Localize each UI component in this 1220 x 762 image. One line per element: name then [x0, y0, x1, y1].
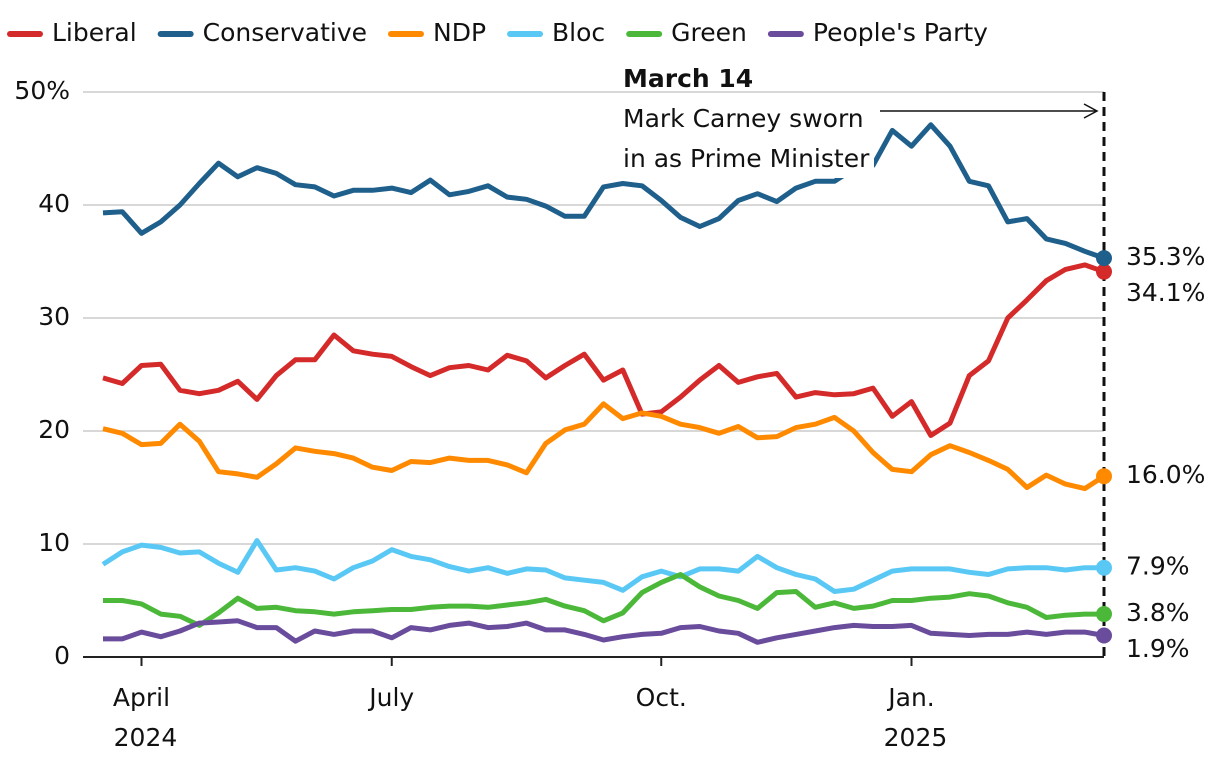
x-tick-label-line: July [367, 683, 414, 712]
legend-label: Conservative [203, 18, 367, 47]
x-tick-label-line: 2024 [106, 723, 178, 752]
x-tick-label-line: April [113, 683, 170, 712]
legend-label: Liberal [52, 18, 137, 47]
annotation-title: March 14 [623, 64, 753, 93]
series-line [102, 401, 1106, 492]
series-line [103, 618, 1105, 645]
legend-label: NDP [433, 18, 486, 47]
legend-label: Bloc [552, 18, 605, 47]
end-dot [1096, 250, 1112, 267]
annotation-text: in as Prime Minister [623, 144, 870, 173]
annotation-text: Mark Carney sworn [623, 104, 864, 133]
end-dot [1096, 606, 1112, 623]
value-label: 35.3% [1126, 242, 1205, 271]
legend-label: Green [671, 18, 747, 47]
x-tick-label: Jan. 2025 [876, 683, 948, 752]
series-line [103, 572, 1104, 628]
value-label: 34.1% [1126, 278, 1205, 307]
y-tick-label: 30 [38, 302, 70, 331]
x-tick-label-line: 2025 [876, 723, 948, 752]
series-line [102, 122, 1105, 261]
x-tick-label-line: Jan. [886, 683, 934, 712]
y-tick-label: 0 [54, 641, 70, 670]
legend-label: People's Party [813, 18, 988, 47]
value-label: 7.9% [1126, 552, 1190, 581]
end-dot [1096, 559, 1112, 576]
y-tick-label: 10 [38, 528, 70, 557]
end-dot [1096, 627, 1112, 644]
x-tick-label: July [367, 683, 414, 712]
value-label: 3.8% [1126, 598, 1190, 627]
y-tick-label: 20 [38, 415, 70, 444]
annotation-arrowhead [1083, 103, 1099, 119]
x-tick-label: April 2024 [106, 683, 178, 752]
series-line [101, 538, 1104, 594]
x-tick-label: Oct. [636, 683, 687, 712]
x-tick-label-line: Oct. [636, 683, 687, 712]
annotation-bg [619, 100, 874, 178]
end-dot [1096, 468, 1112, 485]
y-tick-label: 50% [14, 76, 70, 105]
y-tick-label: 40 [38, 189, 70, 218]
series-line [102, 262, 1105, 438]
end-dot [1096, 263, 1112, 280]
value-label: 1.9% [1126, 634, 1190, 663]
value-label: 16.0% [1126, 460, 1205, 489]
